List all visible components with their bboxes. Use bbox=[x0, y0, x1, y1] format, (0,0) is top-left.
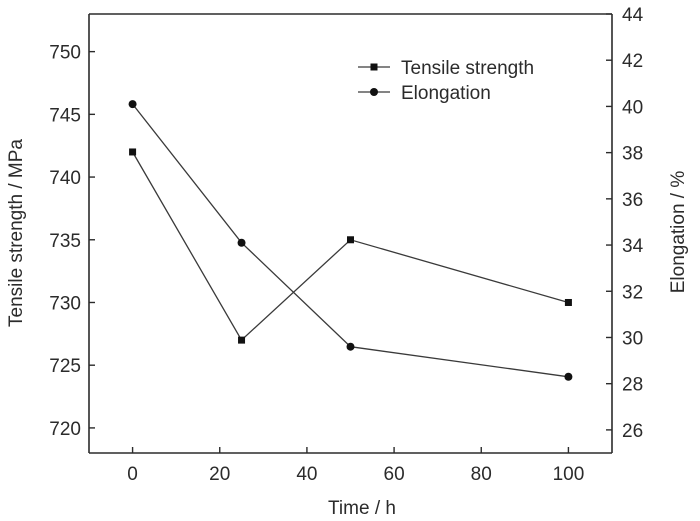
legend-marker-square bbox=[370, 63, 378, 71]
right-y-tick-label: 44 bbox=[622, 5, 644, 26]
right-y-tick-label: 32 bbox=[622, 282, 643, 303]
series-line-1 bbox=[132, 103, 569, 378]
legend-marker-circle bbox=[370, 88, 378, 96]
left-y-axis-title: Tensile strength / MPa bbox=[6, 139, 27, 327]
x-axis-ticks: 0 20 40 60 80 100 bbox=[127, 447, 584, 485]
x-tick-label: 100 bbox=[553, 464, 585, 485]
left-y-tick-label: 720 bbox=[49, 419, 81, 440]
x-tick-label: 40 bbox=[296, 464, 317, 485]
right-y-axis-ticks: 26 28 30 32 34 36 38 40 42 44 bbox=[606, 5, 644, 442]
data-point-circle bbox=[128, 100, 137, 109]
left-y-tick-label: 750 bbox=[49, 43, 81, 64]
data-point-circle bbox=[237, 238, 246, 247]
right-y-tick-label: 42 bbox=[622, 51, 643, 72]
right-y-tick-label: 36 bbox=[622, 190, 643, 211]
left-y-tick-label: 740 bbox=[49, 168, 81, 189]
x-tick-label: 20 bbox=[209, 464, 230, 485]
series-layer bbox=[128, 100, 573, 381]
right-y-tick-label: 40 bbox=[622, 97, 643, 118]
left-y-axis-ticks: 720 725 730 735 740 745 750 bbox=[49, 43, 95, 440]
left-y-tick-label: 730 bbox=[49, 293, 81, 314]
data-point-circle bbox=[346, 342, 355, 351]
data-point-square bbox=[238, 336, 246, 344]
data-point-square bbox=[129, 148, 137, 156]
data-point-square bbox=[347, 236, 354, 244]
right-y-tick-label: 34 bbox=[622, 236, 644, 257]
legend-label-elongation: Elongation bbox=[401, 83, 491, 104]
right-y-axis-title: Elongation / % bbox=[668, 171, 689, 294]
data-point-circle bbox=[564, 372, 573, 381]
left-y-tick-label: 735 bbox=[49, 231, 81, 252]
data-point-square bbox=[564, 298, 572, 306]
series-line-0 bbox=[132, 151, 569, 342]
right-y-tick-label: 28 bbox=[622, 375, 643, 396]
left-y-tick-label: 745 bbox=[49, 105, 81, 126]
x-tick-label: 0 bbox=[127, 464, 138, 485]
x-axis-title: Time / h bbox=[328, 498, 396, 519]
right-y-tick-label: 30 bbox=[622, 328, 643, 349]
x-tick-label: 60 bbox=[384, 464, 405, 485]
right-y-tick-label: 26 bbox=[622, 421, 643, 442]
legend-label-tensile-strength: Tensile strength bbox=[401, 58, 534, 79]
left-y-tick-label: 725 bbox=[49, 356, 81, 377]
right-y-tick-label: 38 bbox=[622, 144, 643, 165]
legend: Tensile strength Elongation bbox=[358, 58, 534, 104]
x-tick-label: 80 bbox=[471, 464, 492, 485]
